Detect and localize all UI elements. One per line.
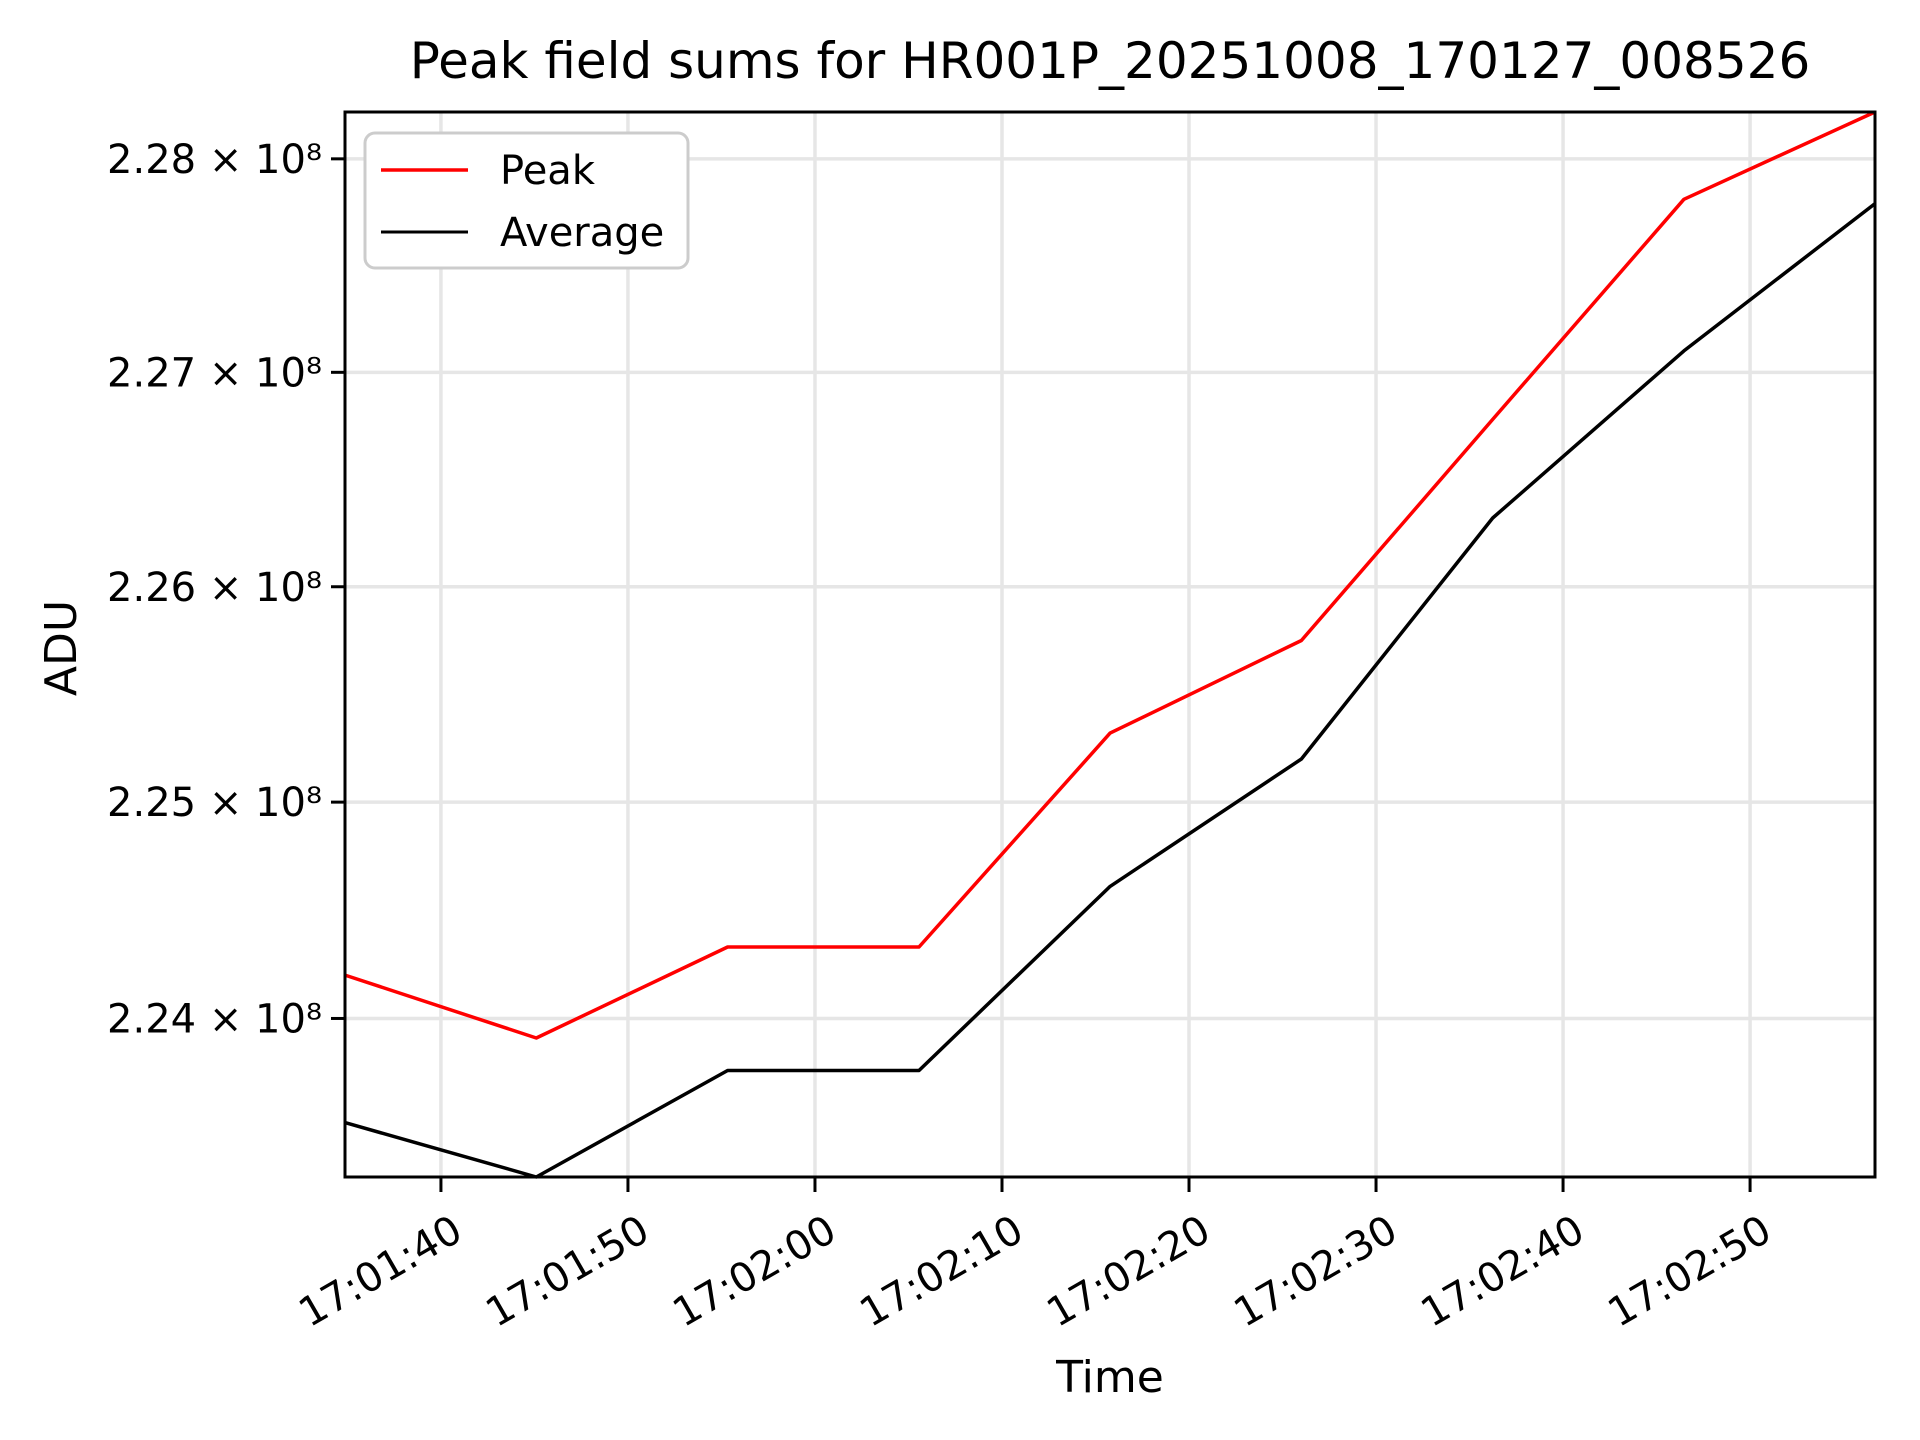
y-tick-label: 2.27 × 10⁸ (107, 350, 322, 396)
legend-label-peak: Peak (500, 148, 596, 194)
y-axis-ticks (331, 157, 345, 1020)
legend-entry-average: Average (381, 210, 664, 256)
legend: Peak Average (363, 131, 690, 270)
legend-box (363, 131, 690, 270)
series-lines (344, 110, 1877, 1179)
plot-area-border (343, 110, 1877, 1179)
series-line-peak (344, 110, 1876, 1040)
x-axis-tick-labels: 17:01:40 17:01:50 17:02:00 17:02:10 17:02:20… (291, 1207, 1779, 1337)
vertical-gridlines (439, 112, 1752, 1177)
x-tick-label: 17:02:30 (1226, 1207, 1405, 1337)
y-axis-label: ADU (36, 600, 87, 696)
legend-label-average: Average (500, 210, 664, 256)
x-tick-label: 17:02:10 (852, 1207, 1031, 1337)
y-axis-tick-labels: 2.28 × 10⁸ 2.27 × 10⁸ 2.26 × 10⁸ 2.25 × 10⁸… (107, 137, 322, 1043)
x-tick-label: 17:01:40 (291, 1207, 470, 1337)
x-axis-label: Time (1055, 1352, 1164, 1403)
y-tick-label: 2.26 × 10⁸ (107, 565, 322, 611)
horizontal-gridlines (345, 157, 1875, 1021)
legend-entry-peak: Peak (381, 148, 596, 194)
y-tick-label: 2.28 × 10⁸ (107, 137, 322, 183)
x-tick-label: 17:02:20 (1039, 1207, 1218, 1337)
x-tick-label: 17:02:50 (1600, 1207, 1779, 1337)
series-line-average (344, 202, 1877, 1179)
chart-title: Peak field sums for HR001P_20251008_1701… (410, 32, 1811, 90)
x-tick-label: 17:02:00 (665, 1207, 844, 1337)
y-tick-label: 2.24 × 10⁸ (107, 996, 322, 1042)
x-tick-label: 17:01:50 (478, 1207, 657, 1337)
x-tick-label: 17:02:40 (1413, 1207, 1592, 1337)
y-tick-label: 2.25 × 10⁸ (107, 780, 322, 826)
x-axis-ticks (439, 1177, 1752, 1192)
